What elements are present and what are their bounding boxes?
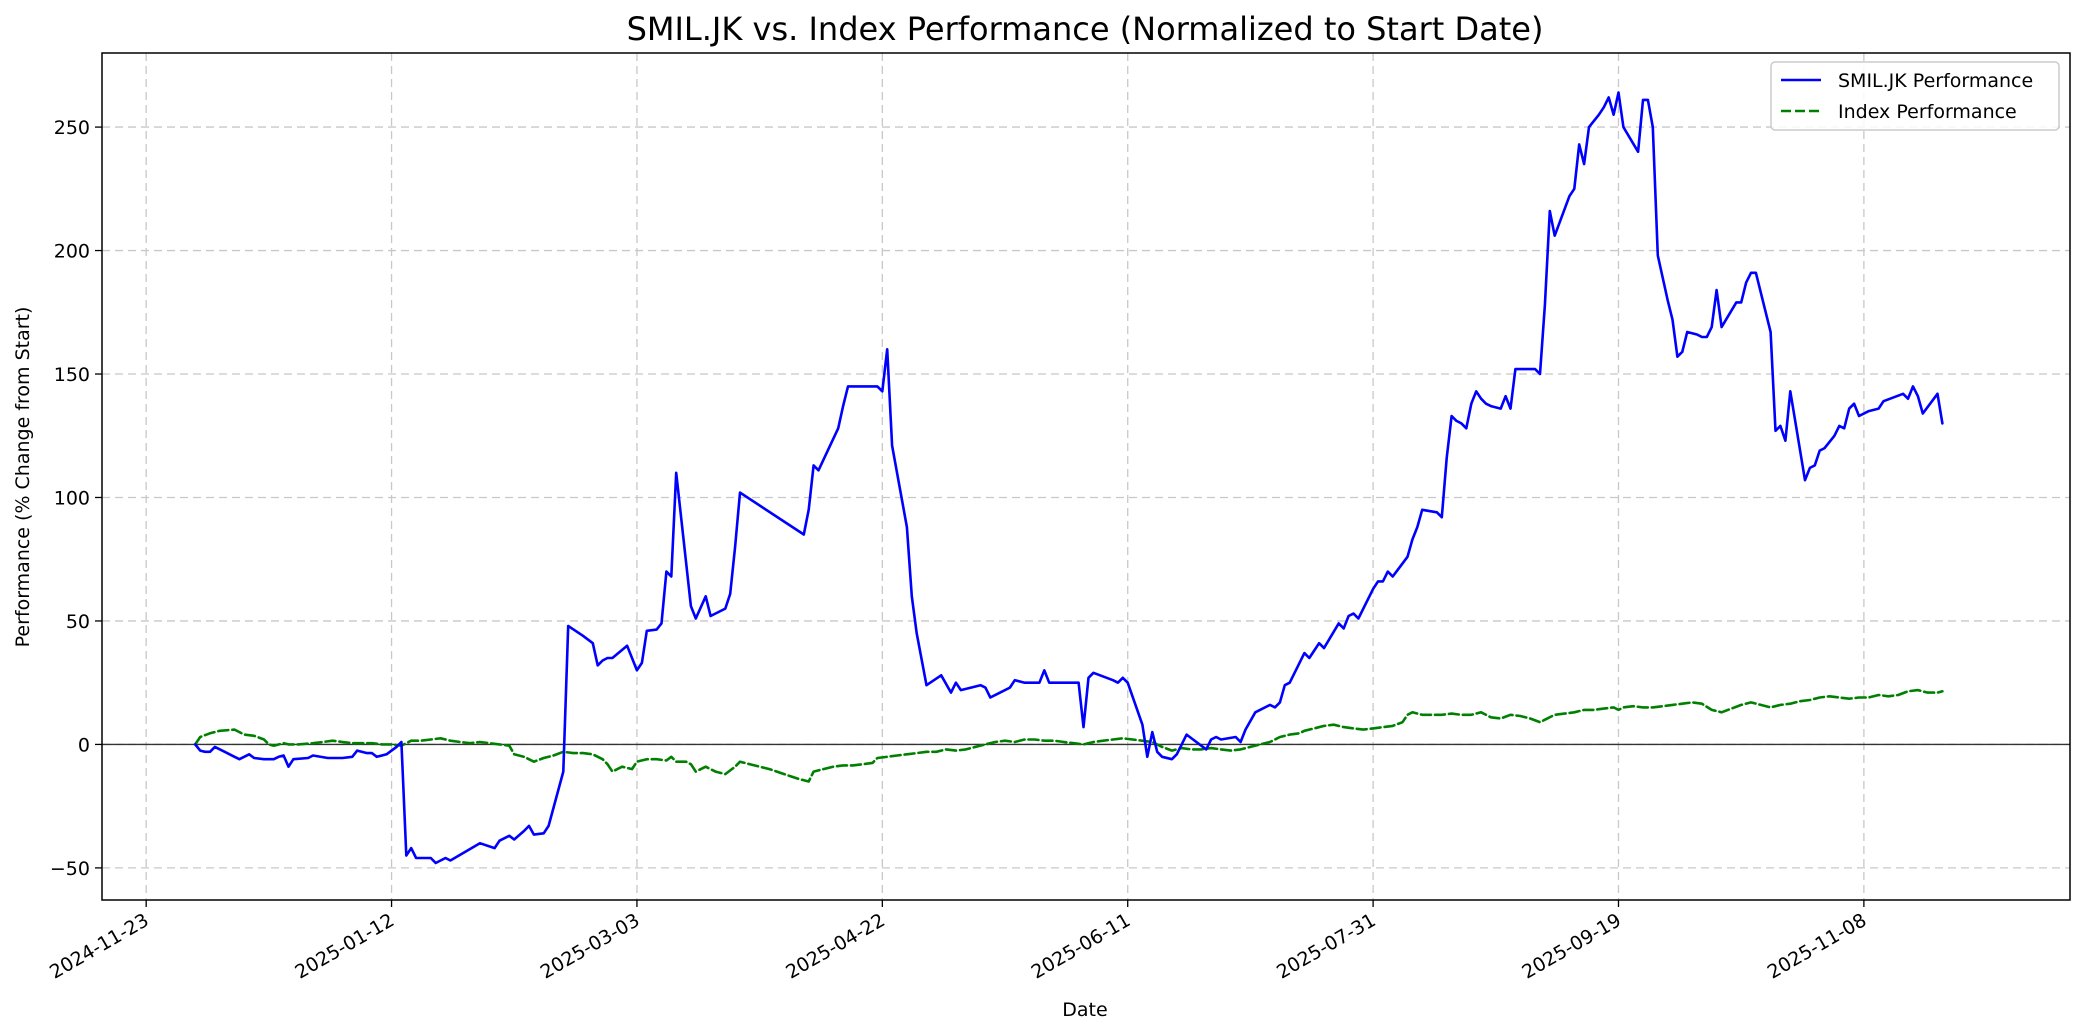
legend-box [1770,61,2060,131]
y-tick-label: 250 [54,117,90,139]
legend-label-index: Index Performance [1838,101,2017,123]
y-tick-label: 200 [54,241,90,263]
plot-frame [101,52,2071,901]
x-tick-label: 2025-06-11 [1028,909,1135,983]
y-axis-ticks: −50 0 50 100 150 200 250 [50,117,102,880]
x-axis-ticks: 2024-11-23 2025-01-12 2025-03-03 2025-04-22… [46,900,1870,984]
x-tick-label: 2025-09-19 [1518,909,1625,983]
y-tick-label: −50 [50,858,90,880]
x-axis-label: Date [1062,999,1107,1021]
legend-label-smil: SMIL.JK Performance [1838,70,2033,92]
y-tick-label: 150 [54,364,90,386]
x-tick-label: 2025-01-12 [291,909,398,983]
x-tick-label: 2024-11-23 [46,909,153,983]
y-tick-label: 50 [66,611,90,633]
index-performance-line [193,688,1944,783]
x-tick-label: 2025-11-08 [1764,909,1871,983]
y-tick-label: 100 [54,487,90,509]
x-tick-label: 2025-04-22 [782,909,889,983]
chart-title: SMIL.JK vs. Index Performance (Normalize… [627,10,1544,48]
smil-performance-line [193,91,1944,865]
series-layer [193,91,1944,865]
x-tick-label: 2025-03-03 [537,909,644,983]
x-tick-label: 2025-07-31 [1273,909,1380,983]
y-tick-label: 0 [78,734,90,756]
legend: SMIL.JK Performance Index Performance [1770,61,2060,131]
grid-layer [102,53,2070,900]
y-axis-label: Performance (% Change from Start) [12,307,34,648]
